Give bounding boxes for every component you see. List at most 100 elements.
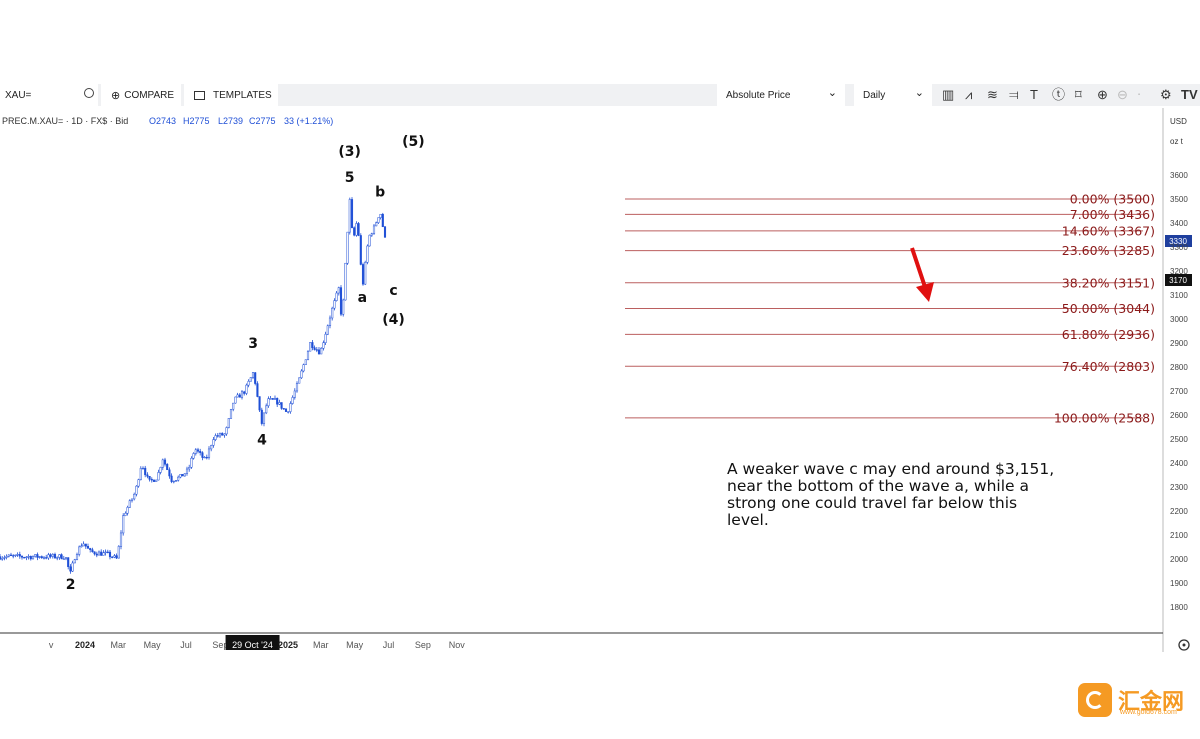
candle-body: [161, 459, 164, 468]
interval-select[interactable]: Daily ⌄: [854, 84, 932, 106]
y-tick-label: 2600: [1170, 411, 1188, 420]
candle-body: [258, 396, 261, 411]
reset-icon[interactable]: [1178, 639, 1190, 651]
candle-body: [284, 408, 288, 412]
price-mode-select[interactable]: Absolute Price ⌄: [717, 84, 845, 106]
candle-body: [245, 384, 248, 394]
candle-body: [113, 555, 116, 558]
fib-level-label: 23.60% (3285): [1062, 243, 1155, 258]
symbol-search-field[interactable]: XAU=: [0, 84, 98, 106]
search-icon[interactable]: [84, 88, 94, 98]
candle-body: [47, 554, 50, 559]
compare-button[interactable]: ⊕ COMPARE: [101, 84, 181, 106]
y-tick-label: 2300: [1170, 483, 1188, 492]
candle-body: [56, 557, 59, 559]
y-tick-label: 2700: [1170, 387, 1188, 396]
candle-body: [104, 551, 107, 554]
wave-label: (3): [338, 144, 361, 160]
candle-body: [14, 554, 17, 557]
down-arrow-shaft: [910, 247, 927, 288]
candle-body: [221, 433, 224, 436]
candle-body: [89, 548, 92, 550]
currency-label[interactable]: USD: [1170, 117, 1187, 126]
candlestick-icon[interactable]: ▥: [942, 87, 955, 102]
candle-body: [328, 317, 332, 326]
unit-label[interactable]: oz t: [1170, 137, 1184, 146]
y-tick-label: 3300: [1170, 243, 1188, 252]
y-tick-label: 2500: [1170, 435, 1188, 444]
legend-instrument: PREC.M.XAU= · 1D · FX$ · Bid: [2, 116, 128, 126]
candle-body: [29, 556, 32, 560]
candle-body: [42, 557, 46, 559]
chevron-down-icon: ⌄: [914, 87, 924, 99]
candle-body: [240, 391, 244, 398]
trendline-icon[interactable]: ≋: [987, 87, 998, 102]
y-tick-label: 2200: [1170, 507, 1188, 516]
brand-url: www.gold678.com: [1120, 709, 1177, 716]
y-tick-label: 1900: [1170, 579, 1188, 588]
fib-level-label: 50.00% (3044): [1062, 301, 1155, 316]
candle-body: [315, 349, 318, 351]
candle-body: [383, 226, 387, 238]
candle-body: [137, 479, 140, 487]
last-price-badge: [1165, 235, 1192, 247]
y-tick-label: 2400: [1170, 459, 1188, 468]
candle-body: [324, 333, 327, 343]
candle-body: [267, 398, 270, 407]
candle-body: [194, 449, 197, 454]
candle-body: [249, 377, 252, 382]
candle-body: [379, 213, 382, 218]
fib-level-label: 76.40% (2803): [1062, 359, 1155, 374]
candle-body: [146, 474, 149, 477]
candle-body: [278, 402, 281, 405]
candle-body: [218, 433, 222, 437]
zoom-out-icon[interactable]: ⊖: [1117, 87, 1128, 102]
zoom-in-icon[interactable]: ⊕: [1097, 87, 1108, 102]
fib-level-label: 61.80% (2936): [1062, 327, 1155, 342]
indicator-icon[interactable]: ⩘: [965, 87, 973, 102]
candle-body: [177, 476, 180, 481]
candle-body: [368, 234, 371, 247]
candle-body: [34, 554, 37, 557]
candle-body: [115, 555, 118, 559]
candle-body: [86, 546, 90, 549]
pan-icon[interactable]: ⋅: [1137, 87, 1142, 102]
fibonacci-icon[interactable]: ⫤: [1009, 87, 1019, 102]
candle-body: [291, 397, 294, 404]
candle-body: [27, 556, 30, 558]
candle-body: [40, 556, 43, 558]
candle-body: [353, 227, 356, 236]
candle-body: [100, 551, 103, 556]
symbol-input[interactable]: XAU=: [5, 89, 32, 101]
candle-body: [80, 545, 83, 548]
brand-logo-icon: TV: [1181, 87, 1198, 102]
candle-body: [188, 467, 191, 470]
candle-body: [45, 557, 48, 559]
candle-body: [0, 556, 2, 560]
candle-body: [223, 433, 226, 436]
candle-body: [196, 449, 200, 452]
candle-body: [350, 199, 354, 228]
candle-body: [38, 556, 41, 558]
candle-body: [212, 439, 215, 446]
templates-button[interactable]: TEMPLATES: [184, 84, 278, 106]
candle-body: [141, 467, 145, 470]
candle-body: [124, 512, 127, 516]
candle-body: [227, 418, 230, 428]
y-tick-label: 3000: [1170, 315, 1188, 324]
candle-body: [62, 558, 65, 560]
candle-body: [306, 350, 310, 360]
gear-icon[interactable]: ⚙: [1160, 87, 1172, 102]
shape-icon[interactable]: ⌑: [1075, 87, 1082, 102]
text-tool-icon[interactable]: T: [1030, 87, 1038, 102]
candle-body: [293, 390, 296, 398]
candle-body: [344, 262, 347, 301]
candle-body: [130, 498, 134, 501]
settings-button[interactable]: [1178, 639, 1190, 651]
annotation-icon[interactable]: ⓣ: [1052, 87, 1066, 102]
chart-frame: [0, 108, 1164, 652]
x-tick-label: Sep: [212, 640, 228, 650]
x-tick-label: v: [49, 640, 54, 650]
candle-body: [199, 451, 202, 453]
candle-body: [108, 551, 112, 558]
